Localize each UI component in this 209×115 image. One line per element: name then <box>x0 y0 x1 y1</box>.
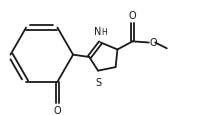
Text: H: H <box>102 28 107 37</box>
Text: N: N <box>94 27 102 37</box>
Text: O: O <box>150 38 158 48</box>
Text: S: S <box>95 77 101 87</box>
Text: O: O <box>129 11 136 21</box>
Text: O: O <box>54 105 61 115</box>
